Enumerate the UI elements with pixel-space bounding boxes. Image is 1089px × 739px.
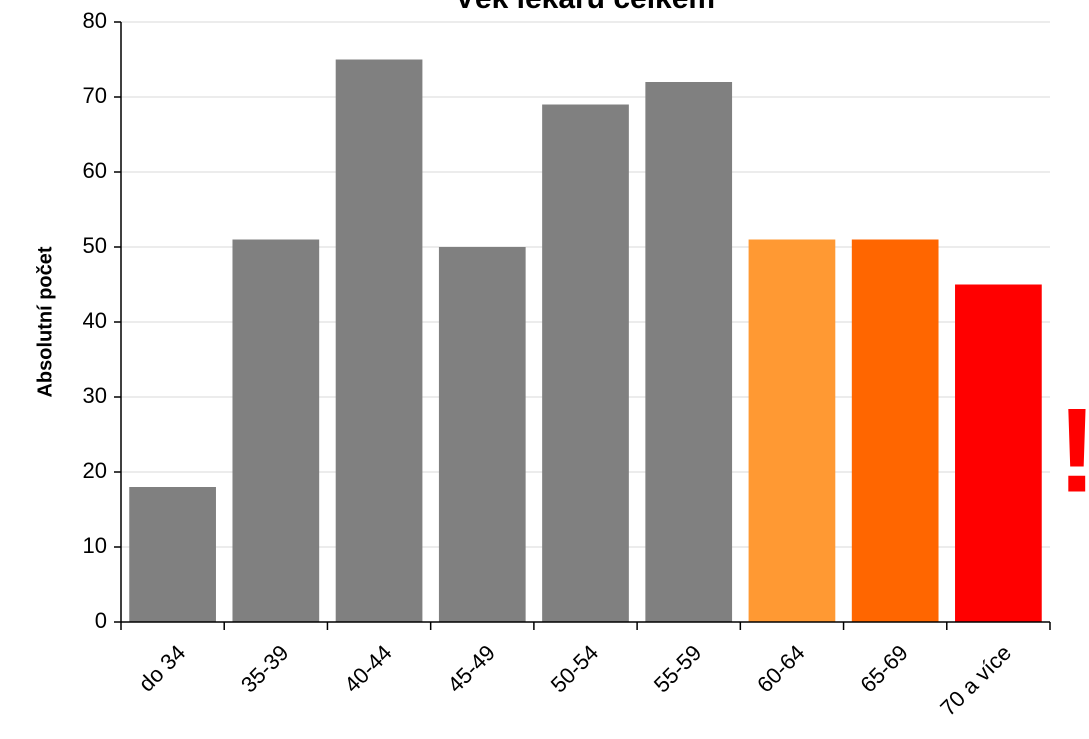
x-tick-label: 50-54 — [546, 640, 603, 697]
y-tick-label: 0 — [95, 608, 107, 633]
bar — [232, 239, 320, 622]
annotation: ! — [1057, 384, 1089, 518]
x-tick-label: 60-64 — [752, 640, 809, 697]
x-tick-label: 40-44 — [339, 640, 396, 697]
bar — [129, 487, 216, 622]
y-tick-label: 80 — [83, 8, 107, 33]
x-tick-label: 45-49 — [442, 640, 499, 697]
y-tick-label: 20 — [83, 458, 107, 483]
bar — [438, 247, 526, 622]
bar — [955, 284, 1042, 622]
x-tick-label: 65-69 — [855, 640, 912, 697]
y-tick-label: 40 — [83, 308, 107, 333]
chart-title: Věk lékařů celkem — [455, 0, 715, 15]
x-tick-label: 35-39 — [236, 640, 293, 697]
bar — [542, 104, 629, 622]
y-tick-label: 50 — [83, 233, 107, 258]
x-tick-label: 55-59 — [649, 640, 706, 697]
bar — [335, 59, 423, 622]
y-tick-label: 70 — [83, 83, 107, 108]
y-tick-label: 30 — [83, 383, 107, 408]
bar — [748, 239, 836, 622]
y-tick-label: 10 — [83, 533, 107, 558]
bar — [851, 239, 939, 622]
bar — [645, 82, 733, 622]
y-tick-label: 60 — [83, 158, 107, 183]
x-tick-label: 70 a více — [935, 640, 1016, 721]
y-axis-label: Absolutní počet — [34, 246, 56, 397]
x-tick-label: do 34 — [134, 640, 191, 697]
